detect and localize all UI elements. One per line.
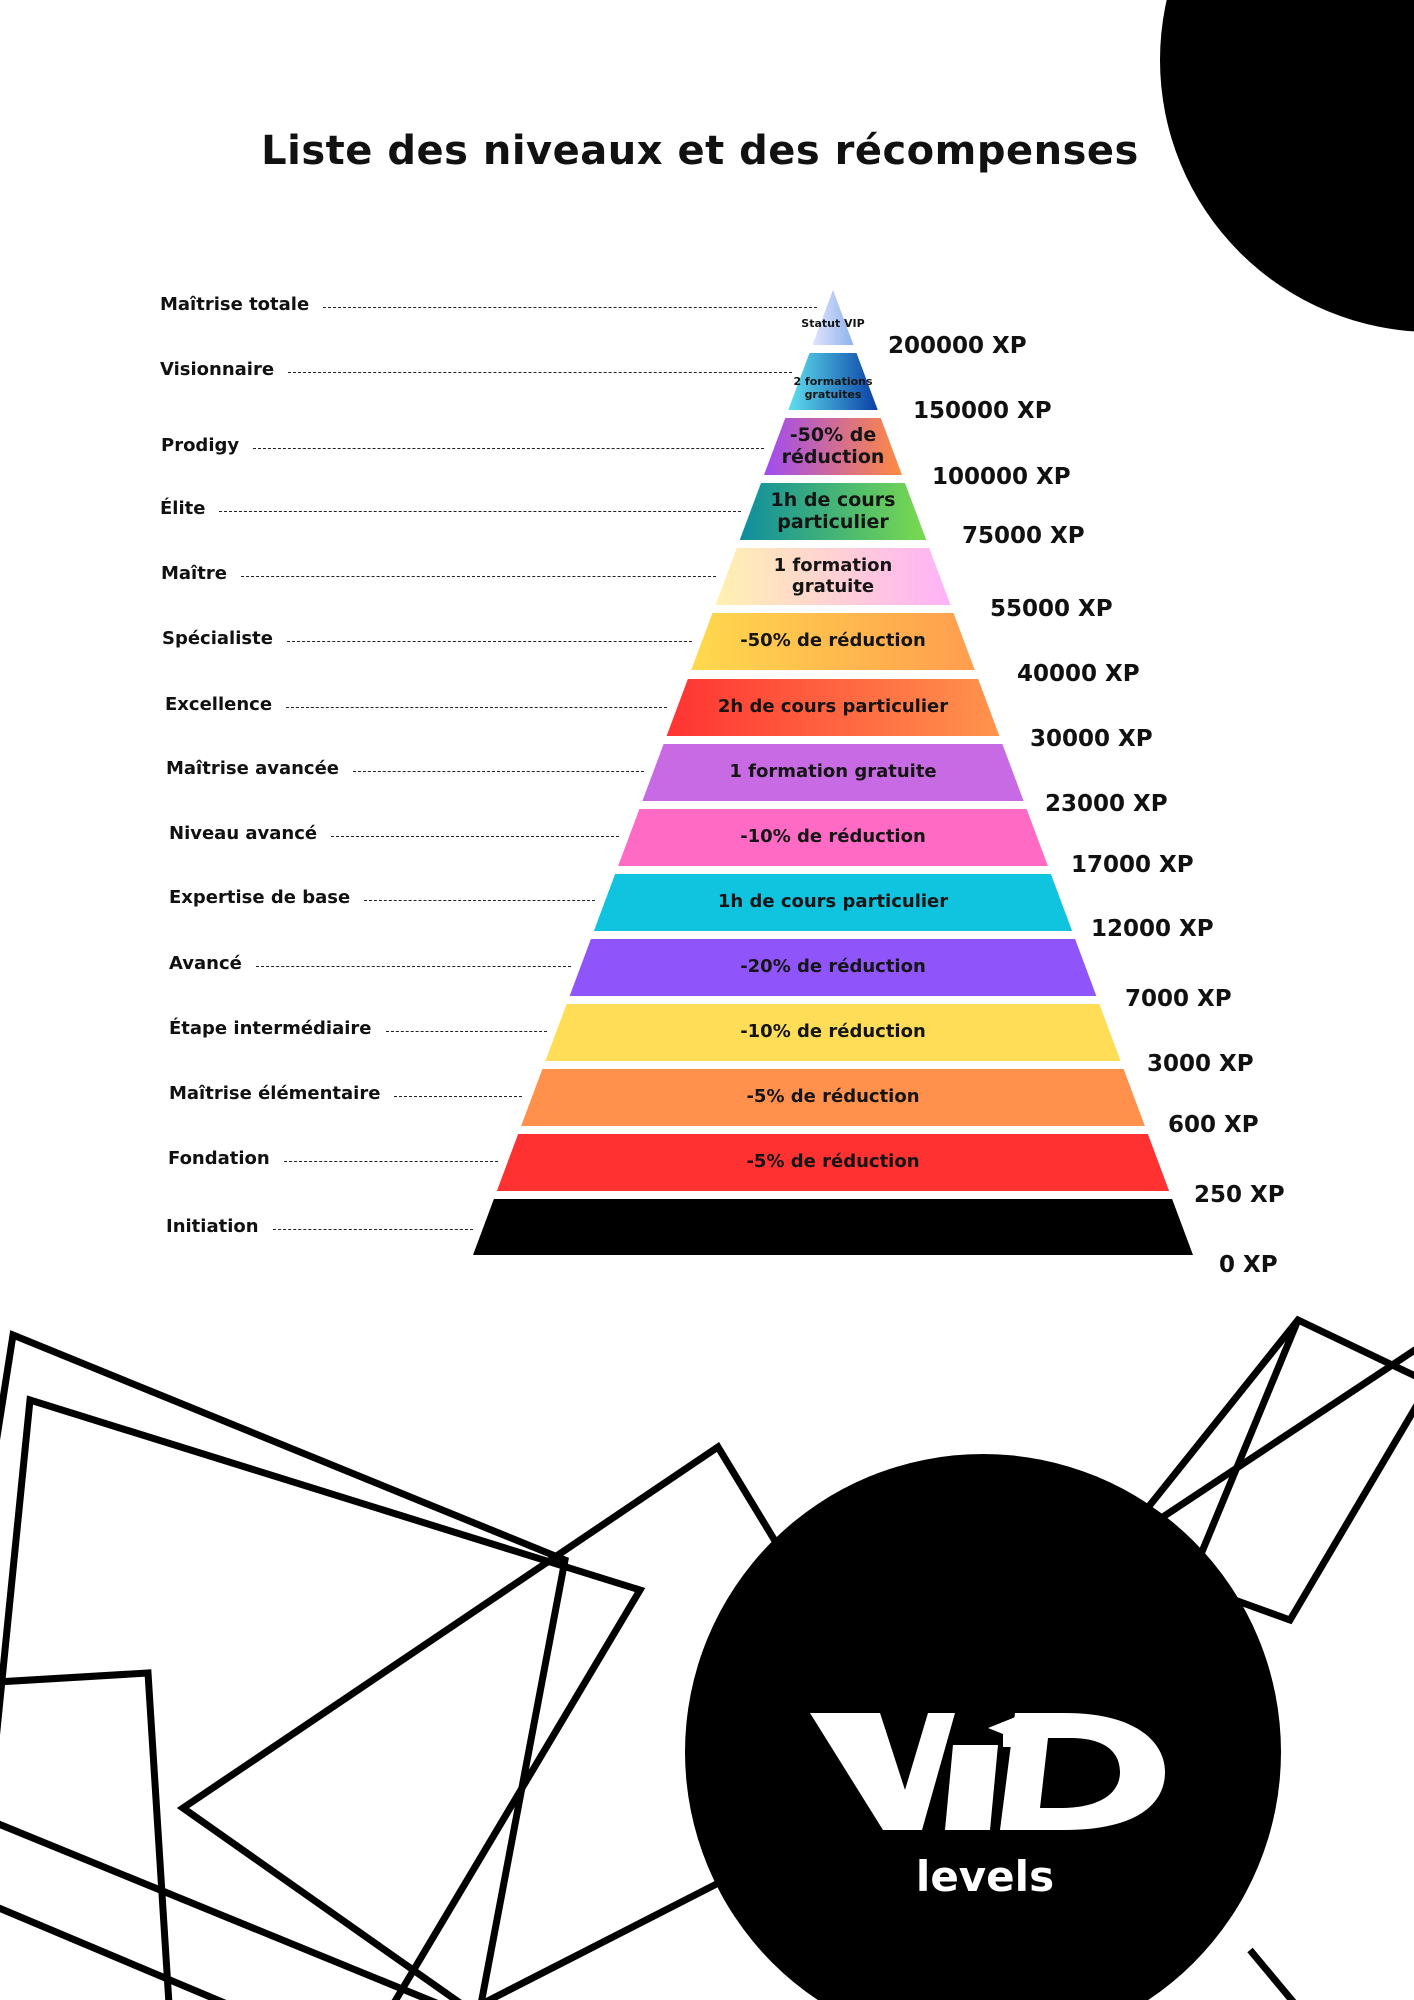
level-name: Niveau avancé [169,823,318,844]
xp-threshold: 75000 XP [962,523,1085,549]
level-leader-line [323,307,817,308]
level-name: Maître [161,563,227,584]
pyramid-tier [593,874,1073,931]
pyramid-tier [473,1199,1193,1255]
level-leader-line [272,1229,473,1230]
level-leader-line [283,1161,499,1162]
level-leader-line [331,836,620,837]
xp-threshold: 30000 XP [1030,726,1153,752]
level-leader-line [364,900,596,901]
level-leader-line [253,448,765,449]
level-leader-line [353,771,644,772]
decorative-frame-4 [0,1669,173,2000]
pyramid-tier [666,679,1000,736]
pyramid-tier [691,613,975,670]
logo-caption: levels [915,1852,1055,1901]
decorative-frame-1 [0,1330,569,2000]
xp-threshold: 100000 XP [932,464,1071,490]
xp-threshold: 250 XP [1194,1182,1285,1208]
level-name: Expertise de base [169,887,351,908]
level-leader-line [385,1031,547,1032]
decorative-circle-top [1160,0,1414,332]
pyramid-tier [788,353,878,410]
level-leader-line [394,1096,523,1097]
pyramid-tier [642,744,1024,801]
pyramid-tier [618,809,1048,866]
xp-threshold: 55000 XP [990,596,1113,622]
level-name: Spécialiste [162,628,273,649]
pyramid-tier [739,483,927,540]
xp-threshold: 200000 XP [888,333,1027,359]
level-name: Étape intermédiaire [169,1018,372,1039]
level-leader-line [286,641,693,642]
level-name: Maîtrise élémentaire [169,1083,381,1104]
level-name: Initiation [166,1216,259,1237]
decorative-line-3 [1247,1947,1297,2000]
level-name: Maîtrise avancée [166,758,339,779]
xp-threshold: 150000 XP [913,398,1052,424]
pyramid-tier [763,418,903,475]
xp-threshold: 17000 XP [1071,852,1194,878]
pyramid-tier [812,290,854,345]
xp-threshold: 7000 XP [1125,986,1232,1012]
xp-threshold: 0 XP [1219,1252,1278,1278]
pyramid-tier [569,939,1097,996]
xp-threshold: 40000 XP [1017,661,1140,687]
level-name: Visionnaire [160,359,275,380]
decorative-frame-5 [1104,1315,1414,1625]
level-leader-line [219,511,741,512]
level-name: Fondation [168,1148,270,1169]
level-name: Prodigy [161,435,240,456]
xp-threshold: 23000 XP [1045,791,1168,817]
level-leader-line [255,966,571,967]
xp-threshold: 12000 XP [1091,916,1214,942]
level-name: Maîtrise totale [160,294,310,315]
pyramid-tier [545,1004,1121,1061]
pyramid-tier [715,548,951,605]
level-leader-line [288,372,793,373]
pyramid-tier [496,1134,1170,1191]
level-leader-line [286,707,668,708]
pyramid-tier [521,1069,1145,1126]
logo-circle [685,1454,1281,2000]
level-name: Élite [160,498,206,519]
page-title: Liste des niveaux et des récompenses [261,128,1139,174]
level-name: Excellence [165,694,273,715]
level-leader-line [240,576,717,577]
decorative-line-1 [1114,1346,1414,1551]
xp-threshold: 3000 XP [1147,1051,1254,1077]
xp-threshold: 600 XP [1168,1112,1259,1138]
level-name: Avancé [169,953,242,974]
decorative-frame-2 [0,1395,646,2000]
